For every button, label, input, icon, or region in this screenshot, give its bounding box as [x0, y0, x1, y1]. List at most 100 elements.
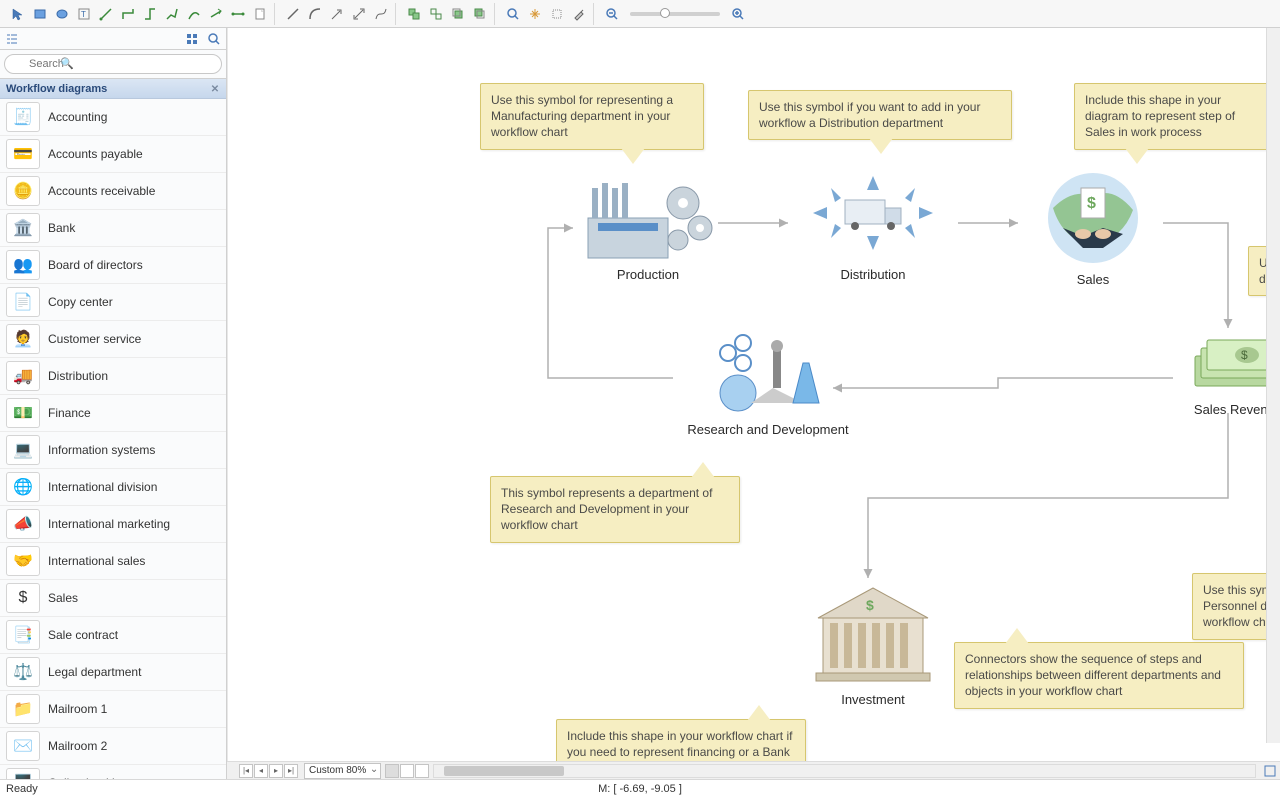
- pointer-tool[interactable]: [8, 4, 28, 24]
- library-item-label: Distribution: [48, 369, 108, 383]
- bezier-tool[interactable]: [371, 4, 391, 24]
- library-item[interactable]: 🚚Distribution: [0, 358, 226, 395]
- library-item[interactable]: $Sales: [0, 580, 226, 617]
- library-thumb-icon: 💳: [6, 139, 40, 169]
- library-item[interactable]: 🏛️ Bank: [0, 210, 226, 247]
- node-distribution[interactable]: Distribution: [788, 168, 958, 282]
- tree-view-icon[interactable]: [2, 29, 22, 49]
- connector-tool-6[interactable]: [206, 4, 226, 24]
- library-thumb-icon: 💵: [6, 398, 40, 428]
- zoom-slider[interactable]: [630, 12, 720, 16]
- library-thumb-icon: 🏛️: [6, 213, 40, 243]
- library-item[interactable]: 📑Sale contract: [0, 617, 226, 654]
- connector-tool-5[interactable]: [184, 4, 204, 24]
- library-title: Workflow diagrams: [6, 83, 107, 95]
- connector-tool-7[interactable]: [228, 4, 248, 24]
- page-last-button[interactable]: ▸|: [284, 764, 298, 778]
- library-item-label: Mailroom 2: [48, 739, 107, 753]
- pan-tool[interactable]: [525, 4, 545, 24]
- library-thumb-icon: 💻: [6, 435, 40, 465]
- status-bar: Ready M: [ -6.69, -9.05 ]: [0, 779, 1280, 797]
- ungroup-tool[interactable]: [426, 4, 446, 24]
- arrow-tool[interactable]: [327, 4, 347, 24]
- library-item[interactable]: 💻Information systems: [0, 432, 226, 469]
- toolbar-group-zoom: [598, 3, 752, 25]
- connector-tool-2[interactable]: [118, 4, 138, 24]
- library-item[interactable]: 👥Board of directors: [0, 247, 226, 284]
- doublearrow-tool[interactable]: [349, 4, 369, 24]
- fit-page-icon[interactable]: [1260, 761, 1280, 781]
- horizontal-scrollbar[interactable]: [433, 764, 1256, 778]
- page-first-button[interactable]: |◂: [239, 764, 253, 778]
- library-item[interactable]: ⚖️Legal department: [0, 654, 226, 691]
- library-item[interactable]: ✉️Mailroom 2: [0, 728, 226, 765]
- library-item[interactable]: 🌐International division: [0, 469, 226, 506]
- search-toggle-icon[interactable]: [204, 29, 224, 49]
- zoom-in-button[interactable]: [728, 4, 748, 24]
- library-item[interactable]: 💵Finance: [0, 395, 226, 432]
- node-label: Distribution: [788, 267, 958, 282]
- library-sidebar: 🔍 Workflow diagrams ✕ 🧾Accounting💳 Accoun…: [0, 28, 227, 779]
- page-tool[interactable]: [250, 4, 270, 24]
- connector-tool-1[interactable]: [96, 4, 116, 24]
- svg-text:$: $: [1087, 195, 1096, 212]
- library-item-label: Sale contract: [48, 628, 118, 642]
- library-item[interactable]: 📄Copy center: [0, 284, 226, 321]
- grid-view-icon[interactable]: [182, 29, 202, 49]
- zoom-area-tool[interactable]: [503, 4, 523, 24]
- line-tool[interactable]: [283, 4, 303, 24]
- node-investment[interactable]: $ Investment: [783, 578, 963, 707]
- callout-connectors: Connectors show the sequence of steps an…: [954, 642, 1244, 709]
- library-item[interactable]: 📁Mailroom 1: [0, 691, 226, 728]
- library-item[interactable]: 🧾Accounting: [0, 99, 226, 136]
- library-item[interactable]: 🧑‍💼Customer service: [0, 321, 226, 358]
- library-close-icon[interactable]: ✕: [208, 82, 222, 96]
- node-revenue[interactable]: $ Sales Revenue: [1168, 328, 1280, 417]
- search-icon: 🔍: [60, 57, 74, 70]
- connector-tool-4[interactable]: [162, 4, 182, 24]
- sidebar-top-row: [0, 28, 226, 50]
- canvas[interactable]: Production: [227, 28, 1280, 761]
- library-header[interactable]: Workflow diagrams ✕: [0, 79, 226, 99]
- library-item[interactable]: 💳 Accounts payable: [0, 136, 226, 173]
- ellipse-tool[interactable]: [52, 4, 72, 24]
- page-next-button[interactable]: ▸: [269, 764, 283, 778]
- library-item-label: Accounts payable: [48, 147, 143, 161]
- zoom-select[interactable]: Custom 80%: [304, 763, 381, 779]
- zoom-slider-thumb[interactable]: [660, 8, 670, 18]
- library-thumb-icon: 📄: [6, 287, 40, 317]
- library-list: 🧾Accounting💳 Accounts payable 🪙Accounts re…: [0, 99, 226, 779]
- library-thumb-icon: 🧾: [6, 102, 40, 132]
- library-item[interactable]: 🤝International sales: [0, 543, 226, 580]
- callout-distribution: Use this symbol if you want to add in yo…: [748, 90, 1012, 140]
- select-mode-tool[interactable]: [547, 4, 567, 24]
- library-item[interactable]: 🪙Accounts receivable: [0, 173, 226, 210]
- rect-tool[interactable]: [30, 4, 50, 24]
- view-mode-1[interactable]: [385, 764, 399, 778]
- node-rnd[interactable]: Research and Development: [668, 328, 868, 437]
- toolbar-group-view: [499, 3, 594, 25]
- canvas-footer: |◂ ◂ ▸ ▸| Custom 80%: [227, 761, 1280, 779]
- vertical-scrollbar[interactable]: [1266, 28, 1280, 743]
- text-tool[interactable]: T: [74, 4, 94, 24]
- view-mode-3[interactable]: [415, 764, 429, 778]
- search-input[interactable]: [4, 54, 222, 74]
- globe-handshake-icon: $: [1018, 168, 1168, 268]
- page-prev-button[interactable]: ◂: [254, 764, 268, 778]
- connector-tool-3[interactable]: [140, 4, 160, 24]
- bank-icon: $: [783, 578, 963, 688]
- front-tool[interactable]: [448, 4, 468, 24]
- eyedropper-tool[interactable]: [569, 4, 589, 24]
- curve-tool[interactable]: [305, 4, 325, 24]
- library-item-label: Bank: [48, 221, 75, 235]
- library-item[interactable]: 🖥️Online booking: [0, 765, 226, 779]
- toolbar-group-draw: T: [4, 3, 275, 25]
- zoom-out-button[interactable]: [602, 4, 622, 24]
- node-label: Production: [568, 267, 728, 282]
- node-sales[interactable]: $ Sales: [1018, 168, 1168, 287]
- group-tool[interactable]: [404, 4, 424, 24]
- back-tool[interactable]: [470, 4, 490, 24]
- node-production[interactable]: Production: [568, 168, 728, 282]
- library-item[interactable]: 📣International marketing: [0, 506, 226, 543]
- view-mode-2[interactable]: [400, 764, 414, 778]
